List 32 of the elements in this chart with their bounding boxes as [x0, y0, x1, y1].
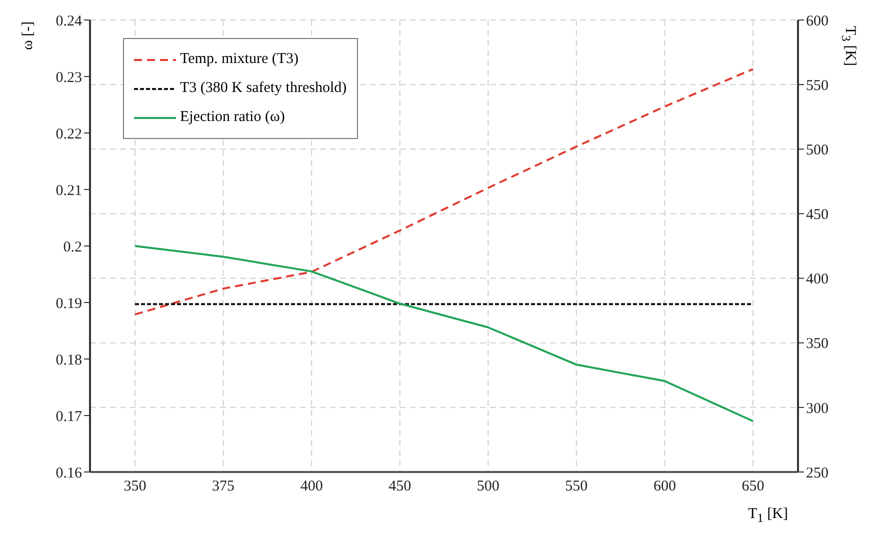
y2-tick-label: 600 — [806, 13, 828, 30]
x-tick-label: 400 — [300, 478, 323, 495]
y2-tick-label: 500 — [806, 142, 828, 158]
y-tick-label: 0.19 — [56, 296, 82, 312]
y-axis-title: ω [-] — [20, 21, 37, 50]
x-tick-label: 600 — [653, 478, 676, 495]
x-tick-label: 375 — [212, 478, 235, 495]
y2-tick-label: 300 — [806, 400, 828, 417]
y-tick-label: 0.22 — [56, 126, 82, 142]
legend-label: T3 (380 K safety threshold) — [180, 80, 347, 97]
y-tick-label: 0.23 — [56, 70, 82, 86]
y-tick-label: 0.18 — [56, 352, 82, 368]
line-series — [134, 245, 754, 422]
y2-tick-label: 400 — [806, 272, 828, 288]
legend-label: Ejection ratio (ω) — [180, 109, 285, 126]
x-tick-label: 650 — [742, 478, 764, 495]
legend-label: Temp. mixture (T3) — [180, 51, 298, 68]
y-tick-label: 0.16 — [56, 465, 82, 482]
y2-tick-label: 450 — [806, 207, 828, 224]
y2-tick-label: 550 — [806, 78, 828, 94]
y2-tick-label: 250 — [806, 465, 828, 482]
y-tick-label: 0.2 — [63, 239, 82, 256]
line-series — [134, 68, 754, 316]
x-tick-label: 350 — [124, 478, 146, 495]
x-tick-label: 450 — [388, 478, 412, 495]
x-tick-label: 500 — [476, 478, 500, 495]
y-tick-label: 0.17 — [56, 408, 82, 425]
x-tick-label: 550 — [565, 478, 588, 495]
y2-tick-label: 350 — [806, 336, 828, 352]
x-axis-title: T$_{1}$ [K] — [748, 506, 788, 526]
y-tick-label: 0.24 — [56, 13, 82, 30]
y-tick-label: 0.21 — [56, 182, 82, 199]
